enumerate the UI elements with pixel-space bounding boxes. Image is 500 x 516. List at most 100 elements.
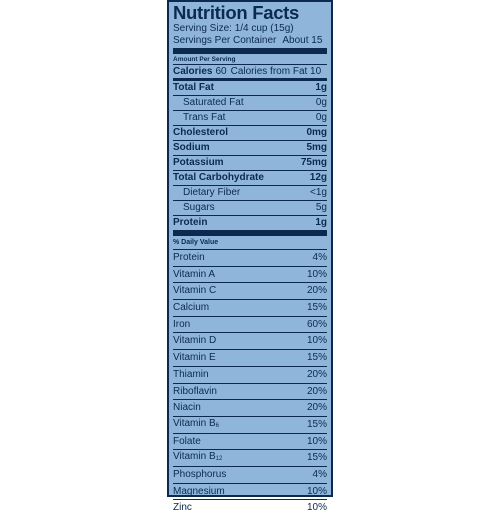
daily-value-name-subscript: 12 [215, 456, 223, 463]
daily-value-name-text: Phosphorus [173, 468, 227, 480]
nutrient-row-total-fat: Total Fat 1g [173, 81, 327, 95]
nutrient-row-dietary-fiber: Dietary Fiber <1g [173, 185, 327, 200]
nutrient-name: Dietary Fiber [183, 187, 241, 198]
daily-value-row: Vitamin B6 15% [173, 415, 327, 434]
nutrient-name: Potassium [173, 157, 224, 168]
daily-value-percent: 20% [306, 368, 327, 380]
amount-per-serving: Amount Per Serving [173, 56, 236, 63]
calories-label: Calories [173, 66, 213, 77]
thin-divider-dv [173, 249, 327, 250]
daily-value-name-text: Vitamin B [173, 451, 216, 463]
daily-value-row: Niacin 20% [173, 399, 327, 416]
daily-value-row: Zinc 10% [173, 499, 327, 516]
nutrient-name: Saturated Fat [183, 97, 244, 108]
nutrient-row-protein: Protein 1g [173, 215, 327, 230]
daily-value-percent: 15% [306, 352, 327, 364]
daily-value-name-text: Thiamin [173, 368, 209, 380]
nutrient-name: Total Fat [173, 82, 214, 93]
daily-value-percent: 20% [306, 285, 327, 297]
daily-value-name-text: Vitamin D [173, 335, 217, 347]
servings-per-container-label: Servings Per Container [173, 35, 277, 46]
nutrient-name: Cholesterol [173, 127, 229, 138]
daily-value-percent: 10% [306, 268, 327, 280]
daily-value-name: Calcium [173, 300, 209, 316]
nutrient-name: Trans Fat [183, 112, 226, 123]
daily-value-row: Vitamin B12 15% [173, 449, 327, 466]
nutrient-row-potassium: Potassium 75mg [173, 155, 327, 170]
serving-size: Serving Size: 1/4 cup (15g) [173, 23, 327, 35]
nutrient-row-cholesterol: Cholesterol 0mg [173, 125, 327, 140]
daily-value-row: Calcium 15% [173, 299, 327, 316]
nutrient-value: 0g [315, 97, 327, 108]
daily-value-row: Iron 60% [173, 315, 327, 333]
daily-value-name-text: Calcium [173, 302, 210, 314]
nutrient-value: 5mg [306, 142, 327, 153]
daily-value-name-text: Magnesium [173, 485, 225, 497]
daily-value-row: Vitamin E 15% [173, 349, 327, 366]
daily-value-name: Phosphorus [173, 467, 226, 483]
panel-title: Nutrition Facts [173, 2, 300, 23]
daily-value-row: Thiamin 20% [173, 365, 327, 383]
daily-value-name: Folate [173, 434, 201, 450]
daily-value-name: Vitamin E [173, 350, 216, 366]
daily-value-name-text: Vitamin E [173, 352, 216, 364]
daily-value-name-text: Zinc [173, 502, 192, 514]
daily-value-percent: 20% [306, 385, 327, 397]
daily-value-name: Vitamin A [173, 267, 215, 283]
daily-value-name: Vitamin B6 [173, 416, 219, 434]
daily-value-percent: 15% [306, 302, 327, 314]
daily-value-name-text: Riboflavin [173, 385, 217, 397]
thick-divider-top [173, 48, 327, 54]
nutrient-name: Protein [173, 217, 208, 228]
daily-value-percent: 4% [312, 252, 327, 263]
daily-value-row: Phosphorus 4% [173, 465, 327, 483]
nutrient-name: Sugars [183, 202, 215, 213]
daily-value-name: Riboflavin [173, 384, 217, 400]
servings-per-container: Servings Per Container About 15 [173, 35, 327, 47]
nutrient-name: Sodium [173, 142, 210, 153]
daily-value-name: Vitamin C [173, 283, 216, 299]
daily-value-percent: 10% [306, 435, 327, 447]
calories-value: 60 [215, 66, 227, 77]
daily-value-row: Protein 4% [173, 250, 327, 266]
nutrient-name: Total Carbohydrate [173, 172, 264, 183]
daily-value-name-text: Vitamin C [173, 285, 217, 297]
daily-value-percent: 10% [306, 502, 327, 514]
nutrient-row-total-carbohydrate: Total Carbohydrate 12g [173, 170, 327, 185]
daily-value-name-text: Vitamin B [173, 417, 216, 429]
daily-value-row: Vitamin A 10% [173, 265, 327, 283]
servings-per-container-value: About 15 [282, 35, 323, 46]
daily-value-percent: 15% [306, 418, 327, 430]
nutrient-row-saturated-fat: Saturated Fat 0g [173, 95, 327, 110]
daily-value-percent: 15% [306, 452, 327, 464]
daily-value-row: Folate 10% [173, 432, 327, 450]
nutrient-value: 0g [315, 112, 327, 123]
daily-value-row: Vitamin C 20% [173, 282, 327, 299]
nutrient-value: 75mg [300, 157, 327, 168]
thin-divider [173, 64, 327, 65]
daily-value-percent: 60% [306, 318, 327, 330]
calories-row: Calories 60 Calories from Fat 10 [173, 65, 327, 78]
daily-value-row: Magnesium 10% [173, 482, 327, 500]
nutrition-facts-panel: Nutrition Facts Serving Size: 1/4 cup (1… [167, 0, 333, 513]
daily-value-percent: 20% [306, 402, 327, 414]
daily-value-name-text: Vitamin A [173, 268, 216, 280]
serving-size-text: Serving Size: 1/4 cup (15g) [173, 23, 294, 34]
nutrient-value: 12g [309, 172, 327, 183]
daily-value-list: Protein 4% Vitamin A 10% Vitamin C 20% Calcium… [173, 250, 327, 516]
daily-value-name: Iron [173, 317, 190, 333]
nutrient-value: 1g [315, 217, 327, 228]
nutrient-list: Total Fat 1g Saturated Fat 0g Trans Fat 0g … [173, 81, 327, 230]
nutrient-row-sodium: Sodium 5mg [173, 140, 327, 155]
daily-value-name: Vitamin D [173, 333, 216, 349]
daily-value-name: Protein [173, 250, 205, 266]
daily-value-header: % Daily Value [173, 239, 219, 246]
daily-value-name-text: Niacin [173, 402, 201, 414]
mid-divider [173, 78, 327, 81]
thick-divider-bottom [173, 230, 327, 236]
daily-value-name: Zinc [173, 500, 192, 516]
daily-value-percent: 10% [306, 485, 327, 497]
nutrient-value: 1g [315, 82, 327, 93]
daily-value-name-text: Protein [173, 252, 205, 263]
nutrient-value: <1g [310, 187, 327, 198]
